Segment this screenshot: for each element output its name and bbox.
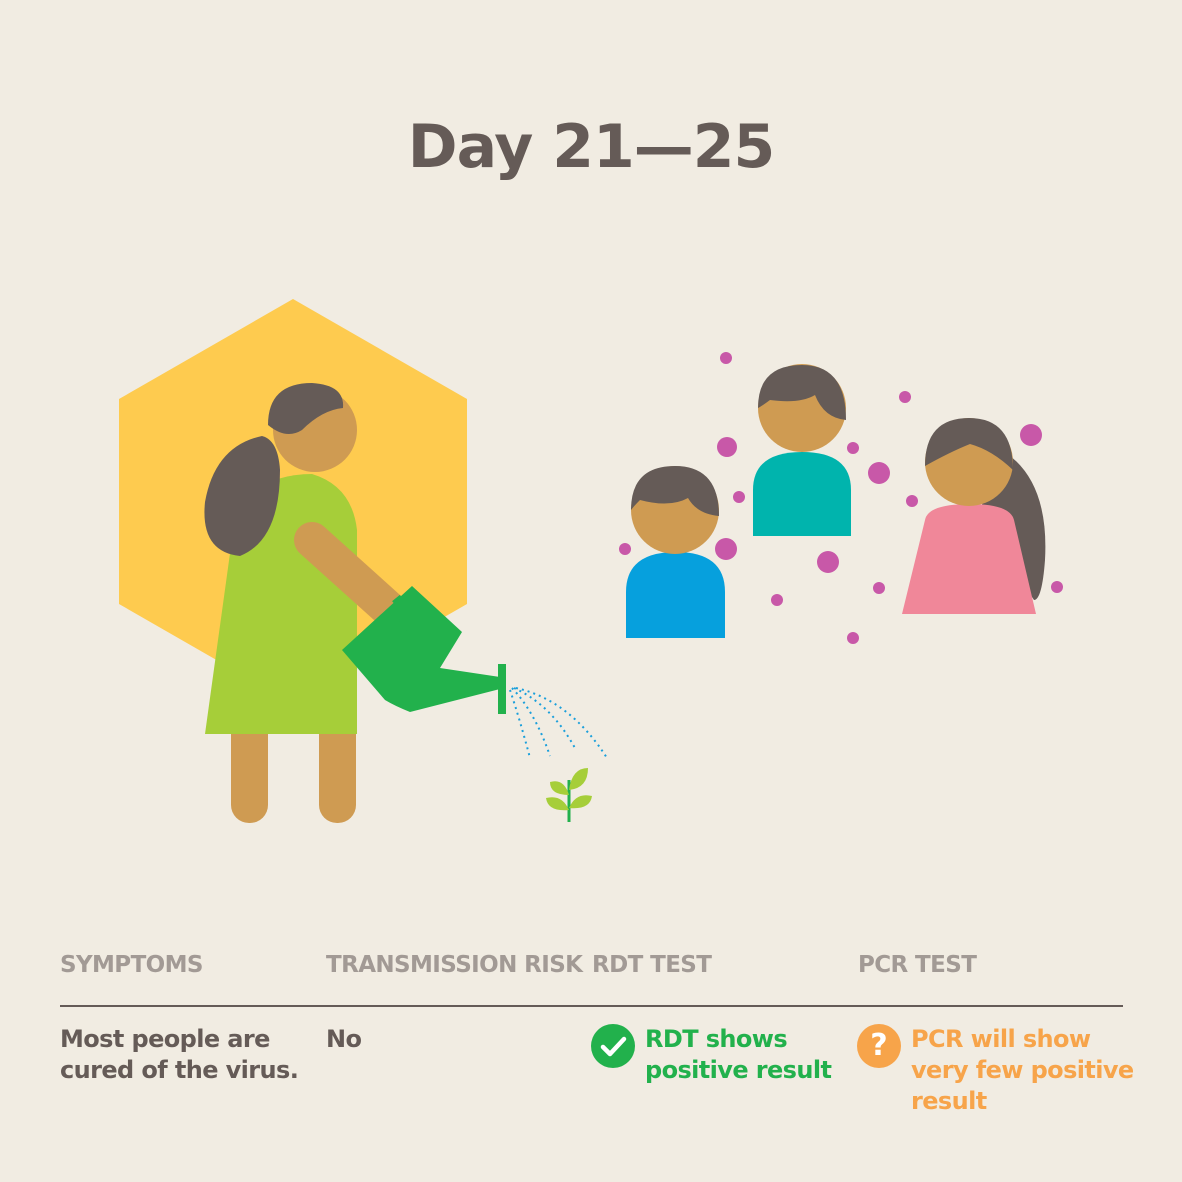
woman-right-leg xyxy=(319,715,356,823)
plant-icon xyxy=(546,768,592,822)
woman-left-leg xyxy=(231,715,268,823)
pcr-cell: PCR will show very few positive result xyxy=(911,1024,1134,1117)
rdt-cell: RDT shows positive result xyxy=(645,1024,832,1086)
header-rdt-test: RDT TEST xyxy=(592,952,712,978)
header-transmission-risk: TRANSMISSION RISK xyxy=(326,952,583,978)
transmission-cell: No xyxy=(326,1024,362,1055)
watering-can-icon xyxy=(342,586,506,714)
woman-bun xyxy=(268,383,344,434)
question-circle-icon: ? xyxy=(857,1024,901,1068)
person-teal xyxy=(753,364,851,536)
woman-hair xyxy=(204,436,280,556)
header-symptoms: SYMPTOMS xyxy=(60,952,203,978)
water-spray xyxy=(509,687,608,759)
check-circle-icon xyxy=(591,1024,635,1068)
watering-can-nozzle xyxy=(498,664,506,714)
header-pcr-test: PCR TEST xyxy=(858,952,977,978)
pcr-text: PCR will show very few positive result xyxy=(911,1025,1134,1115)
person-pink xyxy=(902,418,1046,614)
woman-arm xyxy=(294,522,410,630)
symptoms-text: Most people are cured of the virus. xyxy=(60,1025,299,1084)
transmission-text: No xyxy=(326,1025,362,1053)
watering-can-body xyxy=(342,586,500,712)
person-blue xyxy=(626,466,725,638)
woman-figure xyxy=(204,383,410,823)
watering-can-handle xyxy=(392,594,410,631)
rdt-text: RDT shows positive result xyxy=(645,1025,832,1084)
virus-particles xyxy=(619,352,1063,644)
page-title: Day 21—25 xyxy=(407,112,775,182)
symptoms-cell: Most people are cured of the virus. xyxy=(60,1024,299,1086)
table-divider xyxy=(60,1005,1123,1007)
